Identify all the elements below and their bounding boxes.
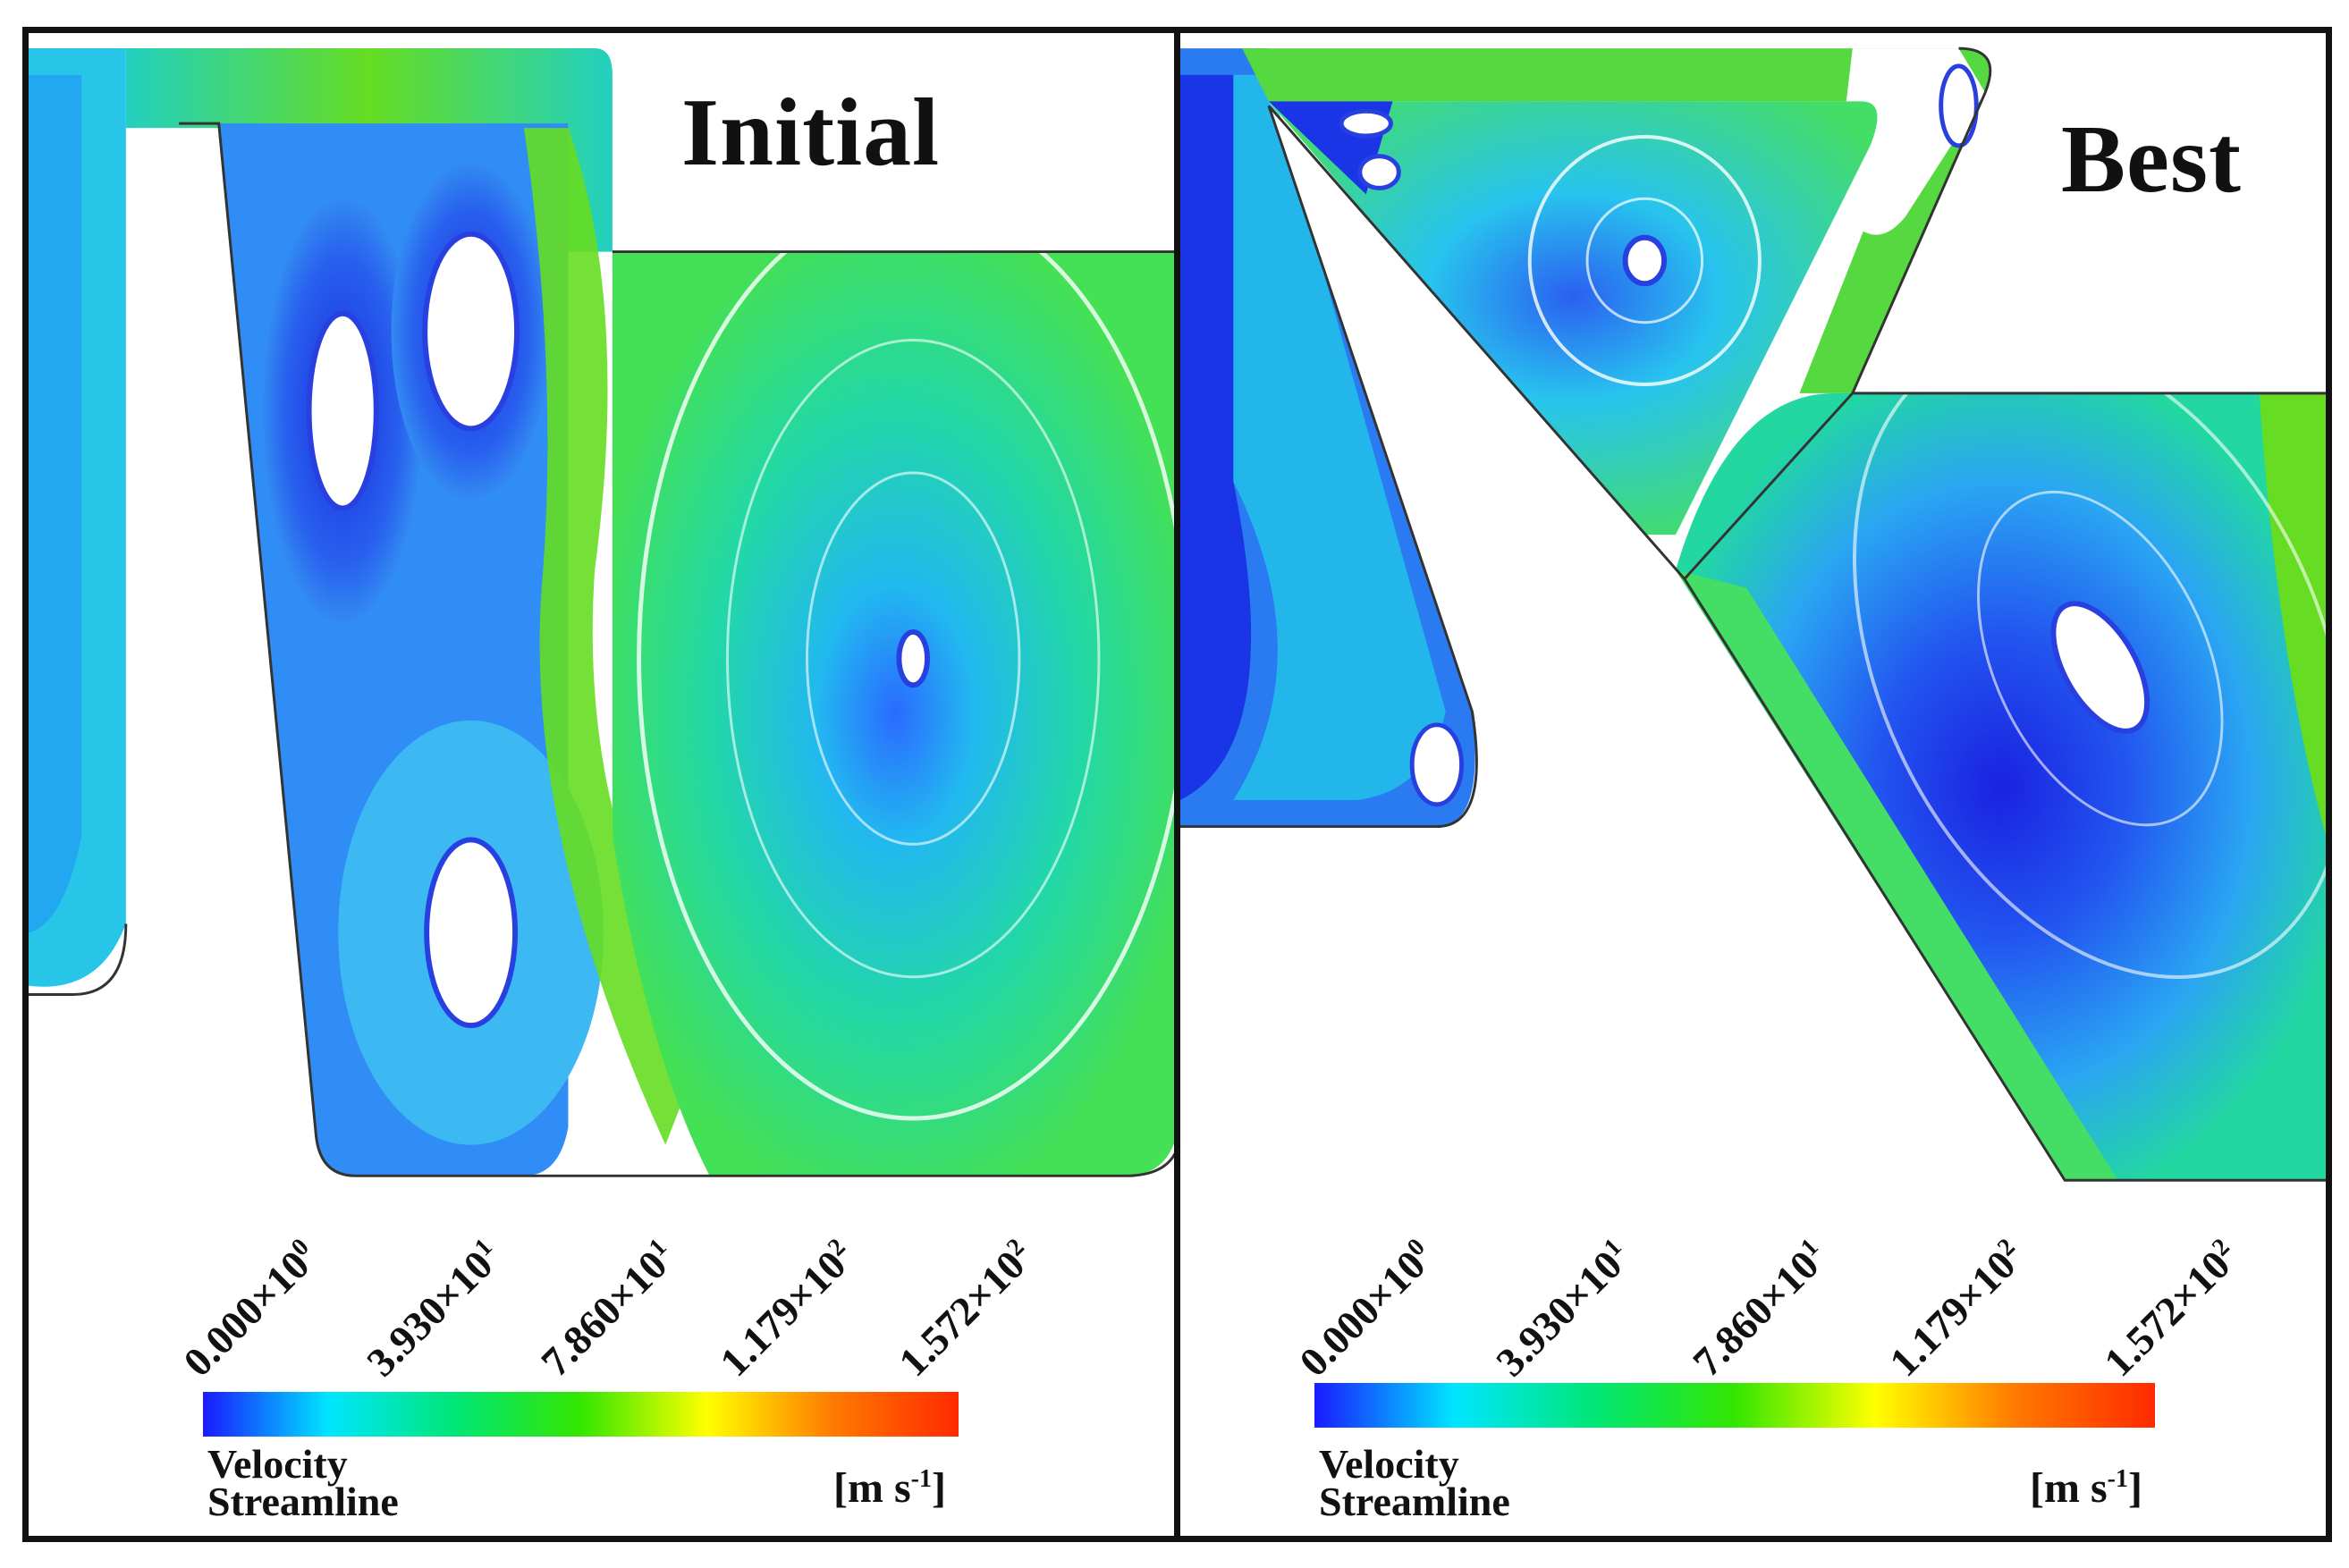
- legend-title: Velocity Streamline: [1319, 1441, 1510, 1524]
- upper-vortex: [1527, 135, 1762, 386]
- initial-streamline-field: [29, 39, 1179, 1177]
- colorbar-tick: 3.930×101: [1487, 1233, 1631, 1386]
- legend-unit: [m s-1]: [833, 1464, 946, 1512]
- legend-unit: [m s-1]: [2030, 1464, 2142, 1512]
- panel-title: Best: [2061, 106, 2242, 213]
- top-channel: [125, 48, 613, 252]
- colorbar-tick: 0.000×100: [174, 1233, 318, 1386]
- legend-title: Velocity Streamline: [207, 1441, 399, 1524]
- colorbar-gradient: [203, 1392, 959, 1437]
- legend-title-line2: Streamline: [207, 1479, 399, 1524]
- upper-vortex-region: [1268, 101, 1878, 535]
- lower-vortex: [1853, 338, 2326, 979]
- colorbar-gradient: [1314, 1383, 2155, 1428]
- panel-title: Initial: [681, 80, 941, 186]
- best-panel: Best 0.000×100 3.930×101 7.860×101 1.179…: [1174, 27, 2332, 1542]
- colorbar-tick: 1.572×102: [2095, 1233, 2239, 1386]
- left-channel-inner: [29, 74, 82, 933]
- wall-outline: [1180, 105, 1478, 829]
- initial-panel: Initial 0.000×100 3.930×101 7.860×101 1.…: [22, 27, 1185, 1542]
- colorbar-tick: 7.860×101: [532, 1233, 676, 1386]
- legend-title-line2: Streamline: [1319, 1479, 1510, 1524]
- colorbar-tick: 7.860×101: [1684, 1233, 1828, 1386]
- colorbar-tick: 1.572×102: [890, 1233, 1034, 1386]
- legend-title-line1: Velocity: [1319, 1441, 1459, 1487]
- wall-outline: [179, 122, 1179, 1177]
- legend-title-line1: Velocity: [207, 1441, 348, 1487]
- colorbar-tick: 3.930×101: [358, 1233, 502, 1386]
- colorbar-tick: 0.000×100: [1290, 1233, 1434, 1386]
- title-box: [616, 39, 1179, 249]
- central-jet: [523, 128, 710, 1145]
- diagonal-baffle: [1268, 105, 2066, 1181]
- colorbar-tick: 1.179×102: [711, 1233, 855, 1386]
- left-baffle: [179, 123, 308, 1172]
- main-cavity: [1675, 392, 2326, 1181]
- main-cavity: [612, 251, 1179, 1176]
- best-streamline-field: [1180, 46, 2326, 1182]
- colorbar-tick: 1.179×102: [1880, 1233, 2024, 1386]
